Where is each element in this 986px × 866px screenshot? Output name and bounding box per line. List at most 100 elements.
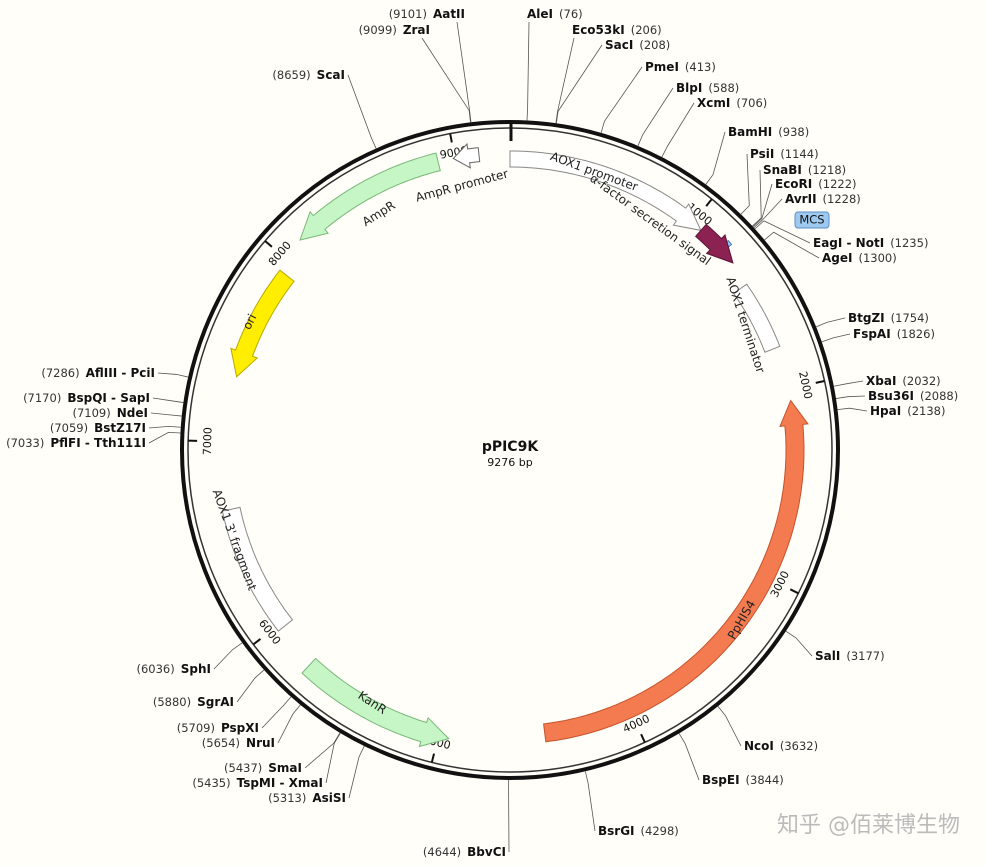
site-label: (7286) AflIII - PciI [41, 366, 155, 380]
site-name: AsiSI [312, 791, 346, 805]
feature-arrow [452, 142, 481, 169]
site-name: SnaBI [763, 163, 802, 177]
site-leader [785, 630, 813, 657]
site-position: (5709) [177, 721, 215, 735]
site-name: PflFI - Tth111I [50, 436, 146, 450]
site-leader [752, 183, 773, 228]
site-leader [837, 407, 868, 412]
site-position: (1754) [891, 311, 929, 325]
site-position: (6036) [137, 662, 175, 676]
site-leader [421, 37, 471, 123]
site-leader [261, 696, 292, 729]
site-name: BspQI - SapI [67, 391, 150, 405]
site-name: AleI [527, 7, 553, 21]
site-label: BamHI (938) [728, 125, 809, 139]
site-label: FspAI (1826) [853, 327, 935, 341]
site-name: ZraI [403, 23, 430, 37]
site-position: (1235) [890, 236, 928, 250]
site-name: PmeI [645, 60, 679, 74]
site-leader [213, 642, 243, 670]
site-leader [150, 412, 182, 417]
site-leader [555, 37, 575, 124]
site-name: BstZ17I [94, 421, 146, 435]
site-leader [555, 44, 603, 124]
site-leader [717, 706, 742, 747]
site-leader [752, 169, 762, 227]
site-leader [637, 87, 674, 146]
site-leader [348, 745, 365, 799]
site-position: (413) [685, 60, 716, 74]
site-position: (938) [778, 125, 809, 139]
site-name: TspMI - XmaI [237, 776, 323, 790]
site-position: (2088) [920, 389, 958, 403]
tick-label: 8000 [266, 239, 294, 269]
site-name: XbaI [866, 374, 896, 388]
site-name: SmaI [268, 761, 302, 775]
plasmid-name: pPIC9K [482, 439, 540, 455]
site-label: EagI - NotI (1235) [813, 236, 928, 250]
site-position: (5313) [268, 791, 306, 805]
site-leader [600, 66, 643, 133]
site-leader [157, 372, 189, 378]
site-leader [325, 732, 341, 784]
site-name: BbvCI [467, 845, 506, 859]
site-label: (5654) NruI [202, 736, 275, 750]
site-label: AgeI (1300) [822, 251, 897, 265]
site-name: SacI [605, 38, 633, 52]
site-label: XcmI (706) [697, 96, 767, 110]
site-position: (3844) [746, 773, 784, 787]
site-label: SnaBI (1218) [763, 163, 846, 177]
site-position: (9099) [359, 23, 397, 37]
site-position: (7170) [23, 391, 61, 405]
site-leader [815, 317, 846, 328]
site-leader [661, 102, 695, 158]
site-leader [236, 669, 265, 703]
tick-mark [789, 588, 799, 595]
site-name: Bsu36I [868, 389, 914, 403]
site-name: NdeI [117, 406, 148, 420]
tick-mark [264, 240, 273, 248]
site-leader [764, 231, 820, 259]
site-label: BsrGI (4298) [598, 824, 679, 838]
site-position: (5880) [153, 695, 191, 709]
site-name: AflIII - PciI [86, 366, 155, 380]
site-name: PsiI [750, 147, 774, 161]
site-label: AleI (76) [527, 7, 583, 21]
site-position: (5654) [202, 736, 240, 750]
site-position: (208) [639, 38, 670, 52]
site-label: (7059) BstZ17I [50, 421, 146, 435]
site-position: (1826) [897, 327, 935, 341]
site-position: (1144) [780, 147, 818, 161]
site-position: (5437) [224, 761, 262, 775]
site-position: (2138) [907, 404, 945, 418]
site-position: (76) [559, 7, 583, 21]
site-position: (1218) [808, 163, 846, 177]
site-position: (206) [631, 23, 662, 37]
site-position: (588) [708, 81, 739, 95]
site-name: FspAI [853, 327, 891, 341]
site-position: (9101) [389, 7, 427, 21]
site-name: NcoI [744, 739, 774, 753]
site-position: (1300) [858, 251, 896, 265]
site-label: (5313) AsiSI [268, 791, 346, 805]
site-name: BspEI [702, 773, 740, 787]
site-leader [456, 21, 472, 123]
site-leader [148, 431, 181, 444]
site-leader [148, 425, 181, 429]
site-position: (1222) [818, 177, 856, 191]
site-leader [833, 380, 864, 387]
site-name: EagI - NotI [813, 236, 884, 250]
site-label: (9101) AatII [389, 7, 465, 21]
site-leader [835, 395, 866, 399]
site-label: (5437) SmaI [224, 761, 302, 775]
site-leader [347, 74, 377, 149]
site-label: BlpI (588) [676, 81, 739, 95]
site-position: (5435) [192, 776, 230, 790]
site-label: Bsu36I (2088) [868, 389, 958, 403]
site-label: BtgZI (1754) [848, 311, 929, 325]
mcs-box [794, 211, 830, 229]
site-position: (8659) [272, 68, 310, 82]
site-name: SgrAI [197, 695, 234, 709]
